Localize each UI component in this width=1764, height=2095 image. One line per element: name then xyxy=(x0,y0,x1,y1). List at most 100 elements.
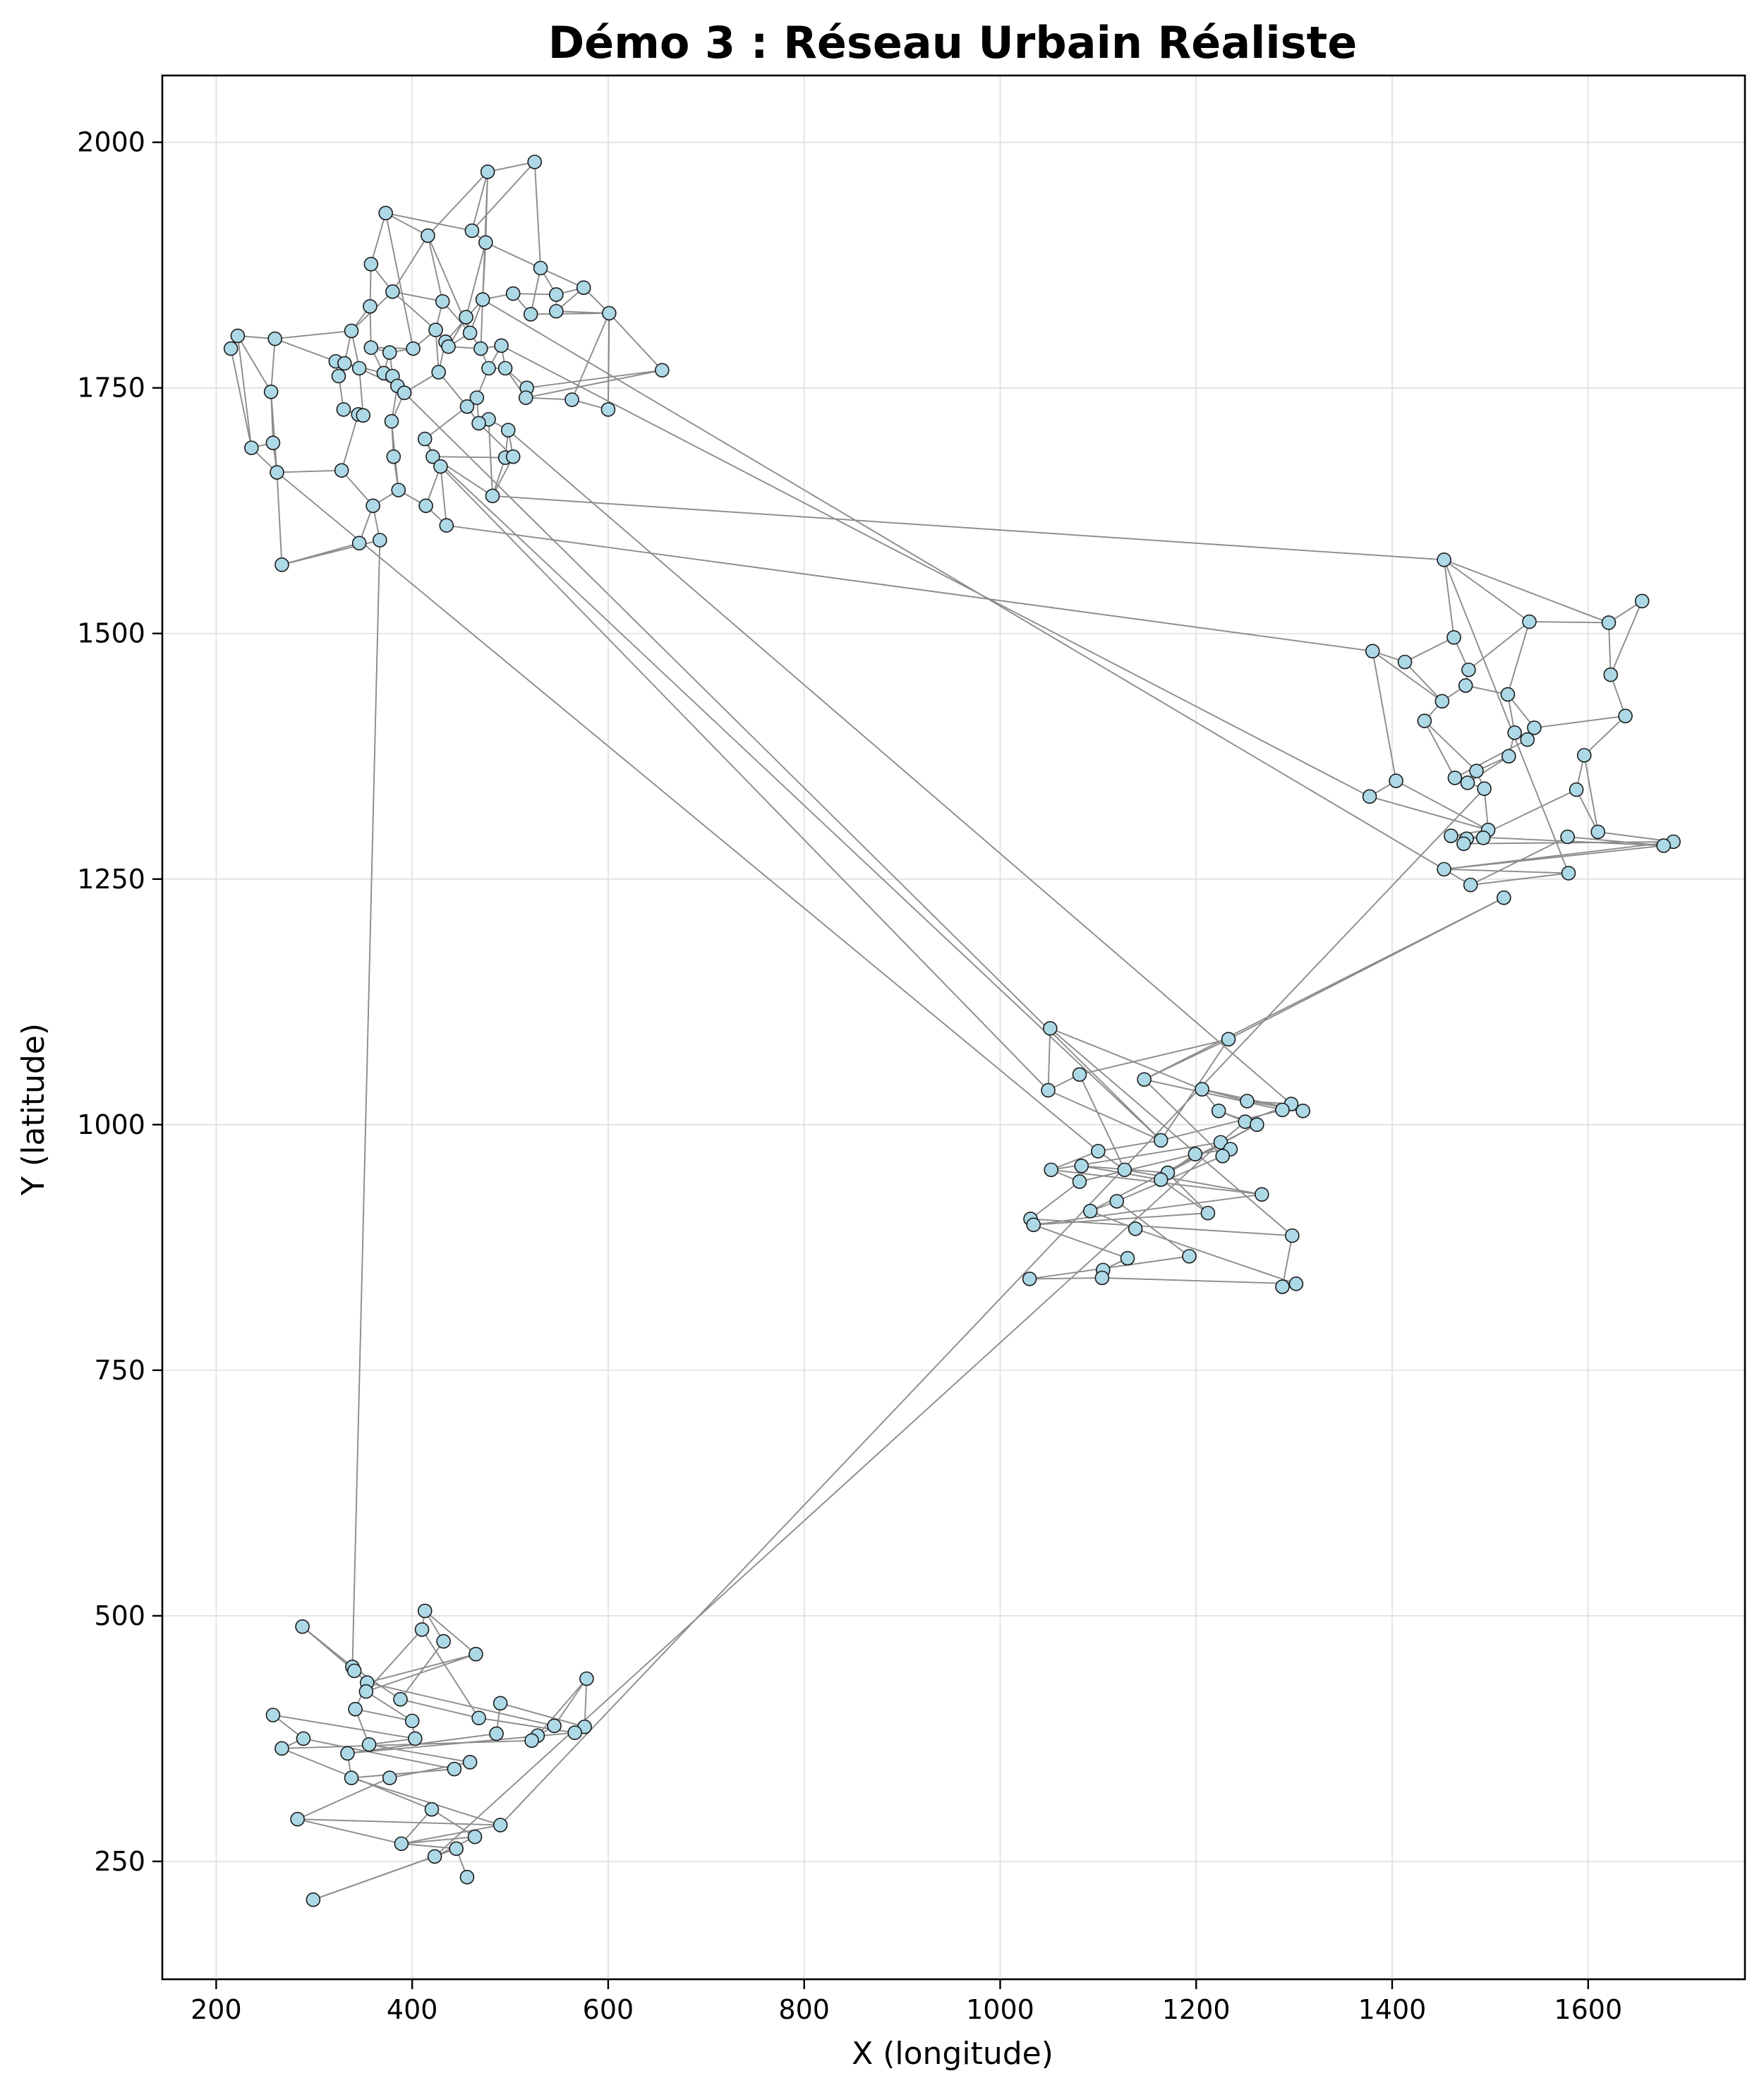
network-edge xyxy=(1424,720,1456,778)
network-edge xyxy=(526,397,572,401)
network-edge xyxy=(465,242,487,318)
network-edge xyxy=(540,267,584,289)
network-node xyxy=(393,1691,408,1707)
network-edge xyxy=(482,298,1471,886)
network-node xyxy=(473,341,488,356)
network-edge xyxy=(1144,1078,1283,1111)
network-edge xyxy=(370,212,387,265)
network-node xyxy=(363,256,379,272)
network-node xyxy=(427,1849,442,1864)
network-edge xyxy=(507,429,1292,1105)
network-edge xyxy=(1609,674,1626,717)
x-tick-label: 600 xyxy=(583,1994,634,2025)
network-node xyxy=(406,341,421,356)
network-node xyxy=(223,341,238,356)
network-edge xyxy=(1369,795,1489,831)
network-node xyxy=(1026,1217,1041,1233)
network-edge xyxy=(1372,651,1443,702)
network-edge xyxy=(272,1714,416,1739)
network-edge xyxy=(1454,739,1528,779)
network-node xyxy=(435,294,450,309)
network-edge xyxy=(1135,1228,1297,1285)
network-edge xyxy=(492,495,1444,561)
network-edge xyxy=(401,1842,457,1849)
network-node xyxy=(1560,829,1575,845)
network-node xyxy=(417,431,433,447)
network-node xyxy=(1475,831,1491,845)
network-node xyxy=(1200,1205,1216,1221)
network-node xyxy=(263,384,279,399)
network-edge xyxy=(431,1809,476,1837)
network-edge xyxy=(1281,1235,1293,1287)
network-edge xyxy=(274,330,352,340)
network-node xyxy=(1444,828,1458,843)
network-edge xyxy=(230,348,253,448)
network-node xyxy=(1211,1104,1226,1118)
network-node xyxy=(1074,1158,1089,1173)
network-node xyxy=(471,416,486,431)
network-edge xyxy=(282,1739,532,1749)
network-node xyxy=(1590,824,1605,840)
network-node xyxy=(1417,713,1432,728)
network-node xyxy=(1072,1174,1087,1189)
network-edge xyxy=(500,1702,585,1728)
network-node xyxy=(267,331,283,346)
network-edge xyxy=(1576,789,1599,833)
network-node xyxy=(1522,614,1537,629)
network-node xyxy=(230,328,246,344)
y-tick-label: 750 xyxy=(94,1355,145,1386)
network-node xyxy=(340,1746,355,1761)
network-node xyxy=(459,310,473,325)
network-node xyxy=(1447,771,1463,785)
network-edge xyxy=(303,1737,455,1770)
network-node xyxy=(567,1725,583,1740)
network-edge xyxy=(1033,1193,1262,1226)
network-edge xyxy=(1079,1153,1196,1183)
network-node xyxy=(290,1811,305,1827)
network-node xyxy=(408,1731,423,1746)
network-edge xyxy=(608,313,663,371)
network-edge xyxy=(368,1744,471,1763)
network-node xyxy=(1188,1147,1203,1161)
network-edge xyxy=(526,369,663,399)
network-node xyxy=(489,1726,504,1741)
network-edge xyxy=(1396,780,1489,831)
network-node xyxy=(1275,1102,1290,1118)
network-node xyxy=(356,408,371,423)
network-node xyxy=(1022,1272,1037,1286)
network-edge xyxy=(1468,621,1530,670)
network-node xyxy=(1527,720,1542,735)
network-nodes xyxy=(223,155,1681,1907)
network-node xyxy=(306,1892,321,1907)
y-tick-label: 500 xyxy=(94,1600,145,1631)
y-axis-label: Y (latitude) xyxy=(16,1023,52,1196)
network-node xyxy=(533,260,548,276)
network-edge xyxy=(368,1737,416,1746)
network-edge xyxy=(1444,559,1609,624)
network-edge xyxy=(432,456,1161,1141)
x-tick-label: 1000 xyxy=(966,1994,1034,2025)
network-node xyxy=(471,1710,486,1725)
network-edge xyxy=(274,338,337,363)
network-node xyxy=(1041,1082,1056,1098)
network-edge xyxy=(1444,559,1530,622)
network-edge xyxy=(1161,1109,1283,1142)
network-node xyxy=(1285,1228,1300,1243)
network-node xyxy=(462,1755,478,1770)
network-node xyxy=(462,325,478,341)
network-node xyxy=(1576,748,1592,763)
network-edge xyxy=(501,345,1370,797)
network-edge xyxy=(526,369,663,389)
network-node xyxy=(425,449,440,464)
network-edge xyxy=(607,313,610,410)
chart-title: Démo 3 : Réseau Urbain Réaliste xyxy=(548,17,1358,68)
network-node xyxy=(549,287,564,302)
network-node xyxy=(441,339,456,354)
network-node xyxy=(475,292,490,307)
network-edge xyxy=(401,1809,433,1845)
network-node xyxy=(1137,1072,1152,1087)
network-edge xyxy=(401,1824,501,1845)
network-edge xyxy=(355,1708,413,1722)
network-edge xyxy=(313,1856,435,1901)
